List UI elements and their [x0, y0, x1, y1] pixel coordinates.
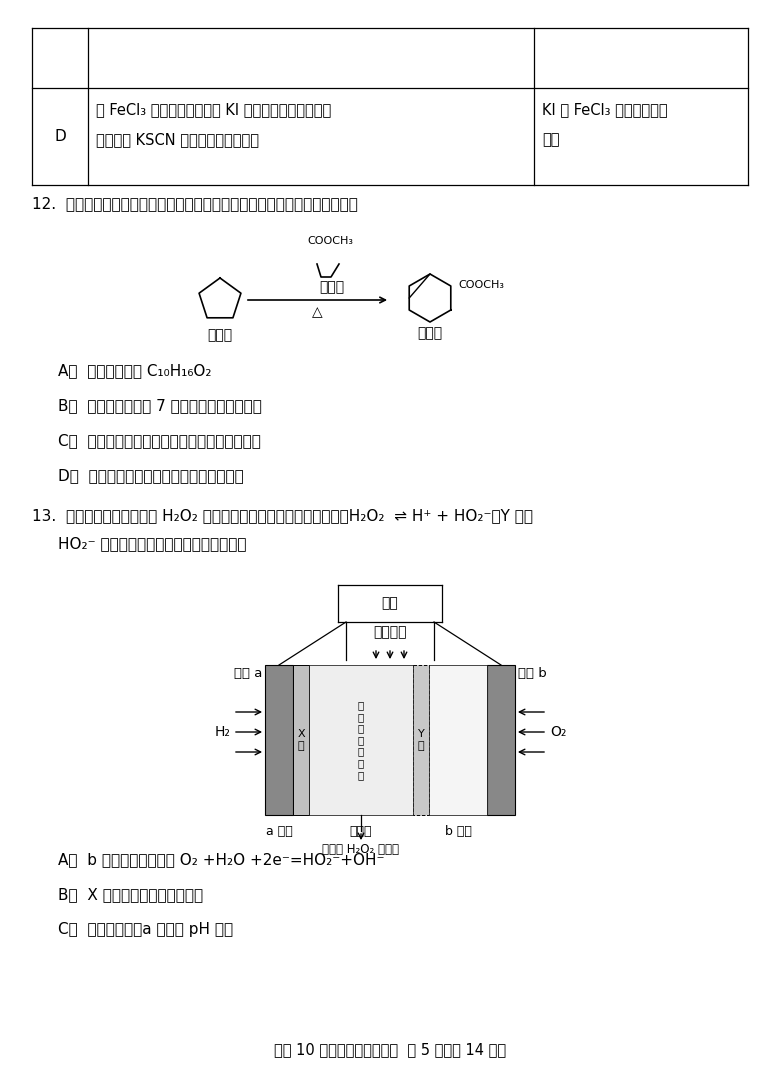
- Text: 产品室: 产品室: [349, 824, 372, 838]
- Text: （乙）: （乙）: [320, 280, 345, 294]
- Polygon shape: [413, 665, 429, 815]
- Polygon shape: [265, 665, 293, 815]
- Text: A．  b 极上的电极反应为 O₂ +H₂O +2e⁻=HO₂⁻+OH⁻: A． b 极上的电极反应为 O₂ +H₂O +2e⁻=HO₂⁻+OH⁻: [58, 852, 385, 867]
- Text: 电极 b: 电极 b: [518, 668, 547, 680]
- Polygon shape: [309, 665, 413, 815]
- Text: （甲）: （甲）: [207, 328, 232, 342]
- Text: H₂: H₂: [215, 725, 230, 739]
- Text: D: D: [54, 129, 66, 144]
- Text: 去离子水: 去离子水: [374, 625, 406, 639]
- Text: A．  丙的分子式为 C₁₀H₁₆O₂: A． 丙的分子式为 C₁₀H₁₆O₂: [58, 363, 211, 378]
- Text: 六校 10 月联考高三化学试卷  第 5 页（共 14 页）: 六校 10 月联考高三化学试卷 第 5 页（共 14 页）: [274, 1042, 506, 1057]
- Text: 反应: 反应: [542, 132, 559, 147]
- Text: COOCH₃: COOCH₃: [307, 236, 353, 246]
- Text: X
膜: X 膜: [297, 729, 305, 751]
- Text: B．  X 膜为选择性阳离子交换膜: B． X 膜为选择性阳离子交换膜: [58, 888, 203, 902]
- Text: O₂: O₂: [550, 725, 566, 739]
- Text: 向 FeCl₃ 溶液中加入过量的 KI 溶液，充分反应后，再: 向 FeCl₃ 溶液中加入过量的 KI 溶液，充分反应后，再: [96, 103, 332, 117]
- Text: 滴入几滴 KSCN 溶液，溶液颜色变红: 滴入几滴 KSCN 溶液，溶液颜色变红: [96, 132, 259, 147]
- Text: 12.  化合物丙是一种医药中间体，可以通过如图反应制得。下列说法正确的是: 12. 化合物丙是一种医药中间体，可以通过如图反应制得。下列说法正确的是: [32, 197, 358, 211]
- Text: D．  甲、丙均不能使酸性高锰酸钾溶液褪色: D． 甲、丙均不能使酸性高锰酸钾溶液褪色: [58, 468, 243, 483]
- Polygon shape: [293, 665, 309, 815]
- Text: COOCH₃: COOCH₃: [458, 280, 504, 290]
- Text: HO₂⁻ 选择性交换膜）。下列说法错误的是: HO₂⁻ 选择性交换膜）。下列说法错误的是: [58, 536, 246, 551]
- Text: C．  乙可以发生取代反应、加成反应、氧化反应: C． 乙可以发生取代反应、加成反应、氧化反应: [58, 433, 261, 447]
- Polygon shape: [487, 665, 515, 815]
- Text: （纯净 H₂O₂ 溶液）: （纯净 H₂O₂ 溶液）: [322, 843, 399, 855]
- Polygon shape: [429, 665, 487, 815]
- Text: Y
膜: Y 膜: [417, 729, 424, 751]
- Text: B．  甲的二氯代物有 7 种（不考虑立体异构）: B． 甲的二氯代物有 7 种（不考虑立体异构）: [58, 398, 262, 413]
- Text: KI 与 FeCl₃ 的反应为可逆: KI 与 FeCl₃ 的反应为可逆: [542, 103, 668, 117]
- Text: 13.  我国科学家发明了制取 H₂O₂ 的绿色方法，原理如图所示（已知：H₂O₂  ⇌ H⁺ + HO₂⁻，Y 膜为: 13. 我国科学家发明了制取 H₂O₂ 的绿色方法，原理如图所示（已知：H₂O₂…: [32, 508, 533, 523]
- Text: △: △: [312, 305, 322, 319]
- Text: 多
孔
固
体
电
解
质: 多 孔 固 体 电 解 质: [358, 701, 364, 780]
- Text: b 极室: b 极室: [445, 824, 471, 838]
- Text: 电极 a: 电极 a: [234, 668, 262, 680]
- Text: （丙）: （丙）: [417, 326, 442, 340]
- Text: 负载: 负载: [381, 597, 399, 611]
- Text: C．  电池工作时，a 极室的 pH 不变: C． 电池工作时，a 极室的 pH 不变: [58, 922, 233, 937]
- Text: a 极室: a 极室: [266, 824, 292, 838]
